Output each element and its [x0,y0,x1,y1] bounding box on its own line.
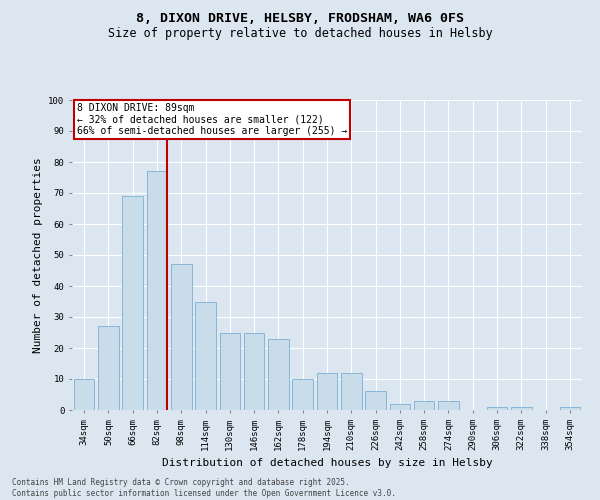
Bar [74,379,94,410]
Bar [511,407,532,410]
Bar [122,196,143,410]
Bar [146,172,167,410]
Bar [98,326,119,410]
Bar [438,400,459,410]
Text: 8, DIXON DRIVE, HELSBY, FRODSHAM, WA6 0FS: 8, DIXON DRIVE, HELSBY, FRODSHAM, WA6 0F… [136,12,464,26]
Text: Size of property relative to detached houses in Helsby: Size of property relative to detached ho… [107,28,493,40]
X-axis label: Distribution of detached houses by size in Helsby: Distribution of detached houses by size … [161,458,493,468]
Bar [171,264,191,410]
Text: Contains HM Land Registry data © Crown copyright and database right 2025.
Contai: Contains HM Land Registry data © Crown c… [12,478,396,498]
Bar [560,407,580,410]
Y-axis label: Number of detached properties: Number of detached properties [32,157,43,353]
Bar [389,404,410,410]
Bar [268,338,289,410]
Bar [220,332,240,410]
Bar [195,302,216,410]
Bar [317,373,337,410]
Bar [341,373,362,410]
Bar [414,400,434,410]
Text: 8 DIXON DRIVE: 89sqm
← 32% of detached houses are smaller (122)
66% of semi-deta: 8 DIXON DRIVE: 89sqm ← 32% of detached h… [77,103,347,136]
Bar [292,379,313,410]
Bar [487,407,508,410]
Bar [244,332,265,410]
Bar [365,392,386,410]
